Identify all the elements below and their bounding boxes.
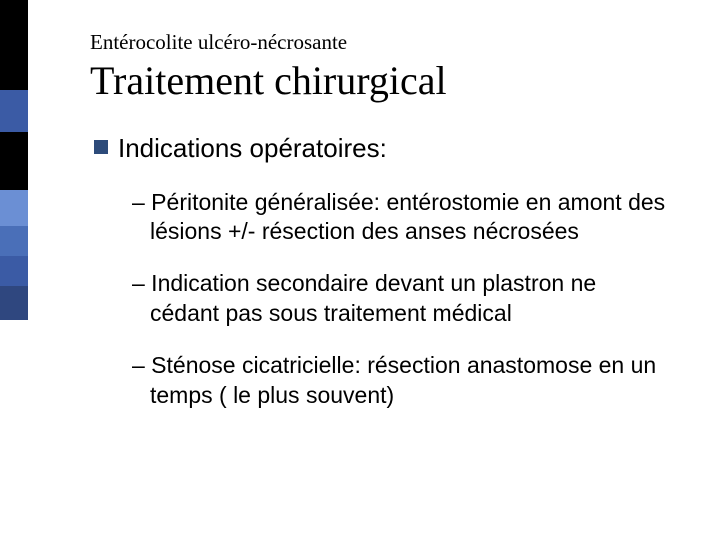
sidebar-block [0,320,28,540]
sidebar-block [0,190,28,226]
sub-list: – Péritonite généralisée: entérostomie e… [132,188,670,411]
sub-item: – Sténose cicatricielle: résection anast… [132,351,670,410]
sub-item: – Péritonite généralisée: entérostomie e… [132,188,670,247]
sub-item: – Indication secondaire devant un plastr… [132,269,670,328]
sidebar-block [0,90,28,132]
sidebar-block [0,286,28,320]
bullet-item: Indications opératoires: [94,132,680,165]
title: Traitement chirurgical [90,57,680,104]
content-area: Entérocolite ulcéro-nécrosante Traitemen… [90,30,680,410]
square-bullet-icon [94,140,108,154]
sidebar-decoration [0,0,28,540]
sidebar-block [0,226,28,256]
sidebar-block [0,132,28,190]
pretitle: Entérocolite ulcéro-nécrosante [90,30,680,55]
sidebar-block [0,0,28,90]
bullet-text: Indications opératoires: [118,132,387,165]
slide: Entérocolite ulcéro-nécrosante Traitemen… [0,0,720,540]
sidebar-block [0,256,28,286]
